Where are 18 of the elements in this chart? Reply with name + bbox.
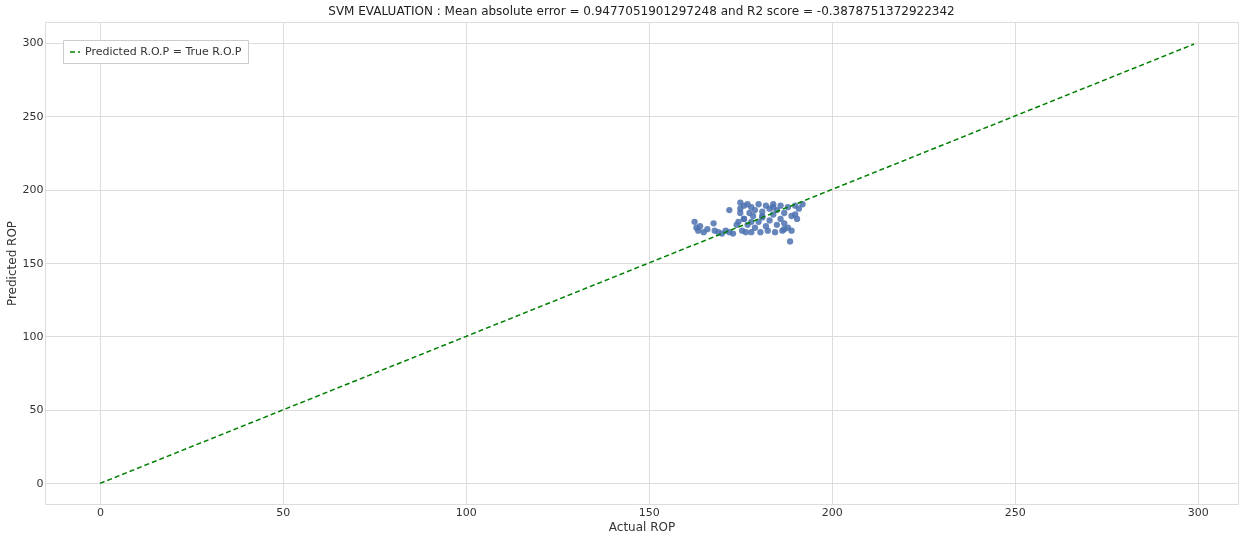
y-tick-label: 150 xyxy=(22,256,44,270)
x-axis-title: Actual ROP xyxy=(608,519,676,534)
y-tick-label: 250 xyxy=(22,109,44,123)
x-tick-label: 100 xyxy=(455,505,477,519)
y-axis-title: Predicted ROP xyxy=(4,220,19,307)
x-tick-label: 250 xyxy=(1004,505,1026,519)
x-tick-label: 50 xyxy=(276,505,291,519)
legend-label: Predicted R.O.P = True R.O.P xyxy=(85,45,242,58)
x-tick-label: 300 xyxy=(1187,505,1209,519)
y-tick-label: 0 xyxy=(36,476,44,490)
x-tick-label: 0 xyxy=(96,505,104,519)
x-tick-label: 150 xyxy=(638,505,660,519)
y-tick-label: 100 xyxy=(22,329,44,343)
y-tick-label: 300 xyxy=(22,36,44,50)
x-tick-label: 200 xyxy=(821,505,843,519)
y-tick-label: 200 xyxy=(22,183,44,197)
chart-title: SVM EVALUATION : Mean absolute error = 0.9477051901297248 and R2 score = -0.3878751372922342 xyxy=(328,4,955,18)
y-tick-label: 50 xyxy=(29,403,44,417)
